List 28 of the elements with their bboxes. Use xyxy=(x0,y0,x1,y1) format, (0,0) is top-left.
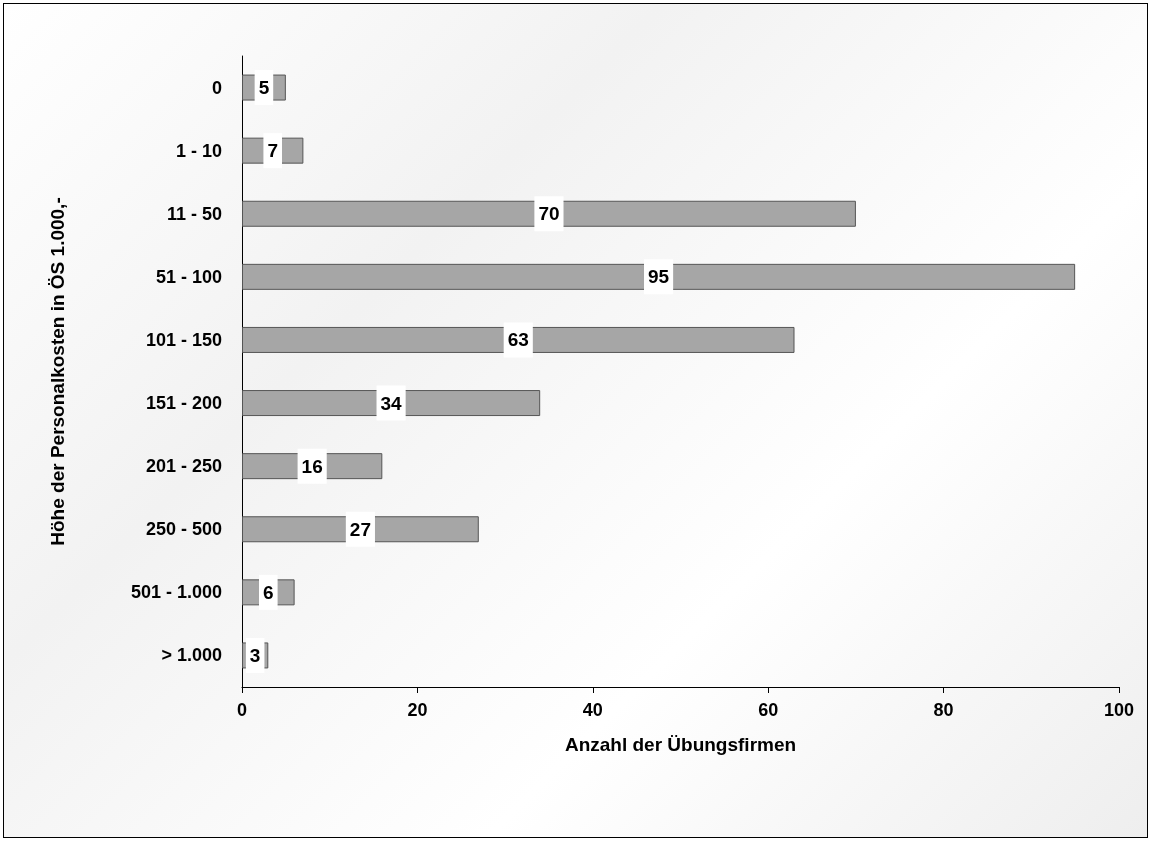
data-label: 27 xyxy=(349,518,371,540)
x-tick-label: 40 xyxy=(582,700,603,720)
y-tick-label: 250 - 500 xyxy=(145,519,222,540)
y-tick-label: 51 - 100 xyxy=(155,266,222,287)
data-label: 70 xyxy=(538,203,560,225)
y-tick-label: 101 - 150 xyxy=(145,329,222,350)
data-label: 95 xyxy=(648,266,670,288)
y-tick-label: 1 - 10 xyxy=(175,140,222,161)
data-label: 34 xyxy=(380,392,403,414)
y-axis-title: Höhe der Personalkosten in ÖS 1.000,- xyxy=(47,197,68,546)
data-label: 7 xyxy=(267,140,278,162)
x-tick-label: 20 xyxy=(407,700,428,720)
x-tick-label: 100 xyxy=(1103,700,1135,720)
x-tick-label: 60 xyxy=(758,700,779,720)
x-tick-label: 80 xyxy=(933,700,954,720)
x-tick-label: 0 xyxy=(236,700,248,720)
data-label: 16 xyxy=(301,455,323,477)
x-axis-title: Anzahl der Übungsfirmen xyxy=(564,734,797,755)
y-tick-label: 501 - 1.000 xyxy=(130,582,222,603)
y-tick-label: 201 - 250 xyxy=(145,456,222,477)
y-tick-label: > 1.000 xyxy=(161,645,222,666)
y-tick-label: 11 - 50 xyxy=(166,203,222,224)
y-tick-label: 151 - 200 xyxy=(145,393,222,414)
data-label: 5 xyxy=(258,77,270,99)
data-label: 3 xyxy=(249,644,261,666)
data-label: 63 xyxy=(507,329,529,351)
y-tick-label: 0 xyxy=(211,77,222,98)
data-label: 6 xyxy=(263,581,274,603)
